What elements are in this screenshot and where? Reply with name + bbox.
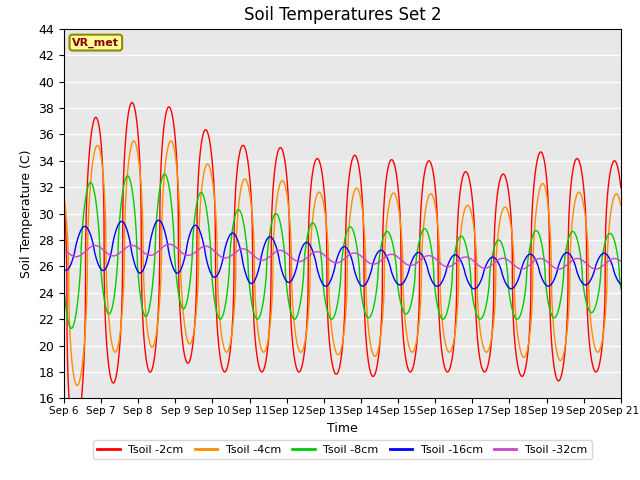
Tsoil -8cm xyxy=(216,316,223,322)
Tsoil -4cm xyxy=(216,316,223,322)
Y-axis label: Soil Temperature (C): Soil Temperature (C) xyxy=(20,149,33,278)
Tsoil -16cm xyxy=(155,217,163,223)
Tsoil -4cm xyxy=(505,211,513,217)
Legend: Tsoil -2cm, Tsoil -4cm, Tsoil -8cm, Tsoil -16cm, Tsoil -32cm: Tsoil -2cm, Tsoil -4cm, Tsoil -8cm, Tsoi… xyxy=(93,441,592,459)
Tsoil -32cm xyxy=(584,262,591,267)
Tsoil -2cm xyxy=(71,432,79,438)
Line: Tsoil -8cm: Tsoil -8cm xyxy=(64,174,621,328)
Tsoil -4cm xyxy=(60,194,68,200)
Tsoil -16cm xyxy=(216,268,223,274)
Tsoil -32cm xyxy=(216,253,223,259)
Tsoil -2cm xyxy=(568,173,576,179)
Tsoil -16cm xyxy=(568,255,576,261)
Tsoil -4cm xyxy=(130,138,138,144)
Tsoil -32cm xyxy=(371,261,379,267)
Tsoil -16cm xyxy=(617,281,625,287)
Line: Tsoil -4cm: Tsoil -4cm xyxy=(64,141,621,385)
Tsoil -2cm xyxy=(216,351,223,357)
Tsoil -8cm xyxy=(161,171,168,177)
Tsoil -4cm xyxy=(359,212,367,217)
Tsoil -8cm xyxy=(584,304,591,310)
Tsoil -32cm xyxy=(165,241,173,247)
Tsoil -16cm xyxy=(60,267,68,273)
Tsoil -8cm xyxy=(568,229,576,235)
Tsoil -32cm xyxy=(568,258,576,264)
Tsoil -2cm xyxy=(128,100,136,106)
Line: Tsoil -2cm: Tsoil -2cm xyxy=(64,103,621,435)
Tsoil -32cm xyxy=(518,266,525,272)
Tsoil -2cm xyxy=(60,201,68,207)
Tsoil -16cm xyxy=(470,286,478,292)
Tsoil -32cm xyxy=(359,254,367,260)
Tsoil -8cm xyxy=(617,286,625,291)
Tsoil -4cm xyxy=(617,203,625,208)
Tsoil -8cm xyxy=(60,286,68,291)
Tsoil -16cm xyxy=(584,281,591,287)
Tsoil -8cm xyxy=(505,286,513,292)
Tsoil -2cm xyxy=(584,313,591,319)
Tsoil -4cm xyxy=(74,383,81,388)
Tsoil -8cm xyxy=(371,297,379,303)
Tsoil -2cm xyxy=(359,208,367,214)
Tsoil -32cm xyxy=(504,257,512,263)
Tsoil -2cm xyxy=(505,190,513,195)
Tsoil -4cm xyxy=(584,238,591,244)
Line: Tsoil -32cm: Tsoil -32cm xyxy=(64,244,621,269)
Tsoil -32cm xyxy=(60,246,68,252)
Tsoil -32cm xyxy=(617,258,625,264)
Tsoil -2cm xyxy=(371,371,379,377)
Tsoil -16cm xyxy=(505,285,513,290)
Text: VR_met: VR_met xyxy=(72,37,119,48)
Tsoil -8cm xyxy=(359,301,367,307)
Tsoil -4cm xyxy=(371,353,379,359)
Tsoil -16cm xyxy=(359,283,367,289)
Tsoil -8cm xyxy=(68,325,76,331)
Title: Soil Temperatures Set 2: Soil Temperatures Set 2 xyxy=(244,6,441,24)
Tsoil -2cm xyxy=(617,185,625,191)
X-axis label: Time: Time xyxy=(327,421,358,434)
Line: Tsoil -16cm: Tsoil -16cm xyxy=(64,220,621,289)
Tsoil -16cm xyxy=(371,255,379,261)
Tsoil -4cm xyxy=(568,221,576,227)
